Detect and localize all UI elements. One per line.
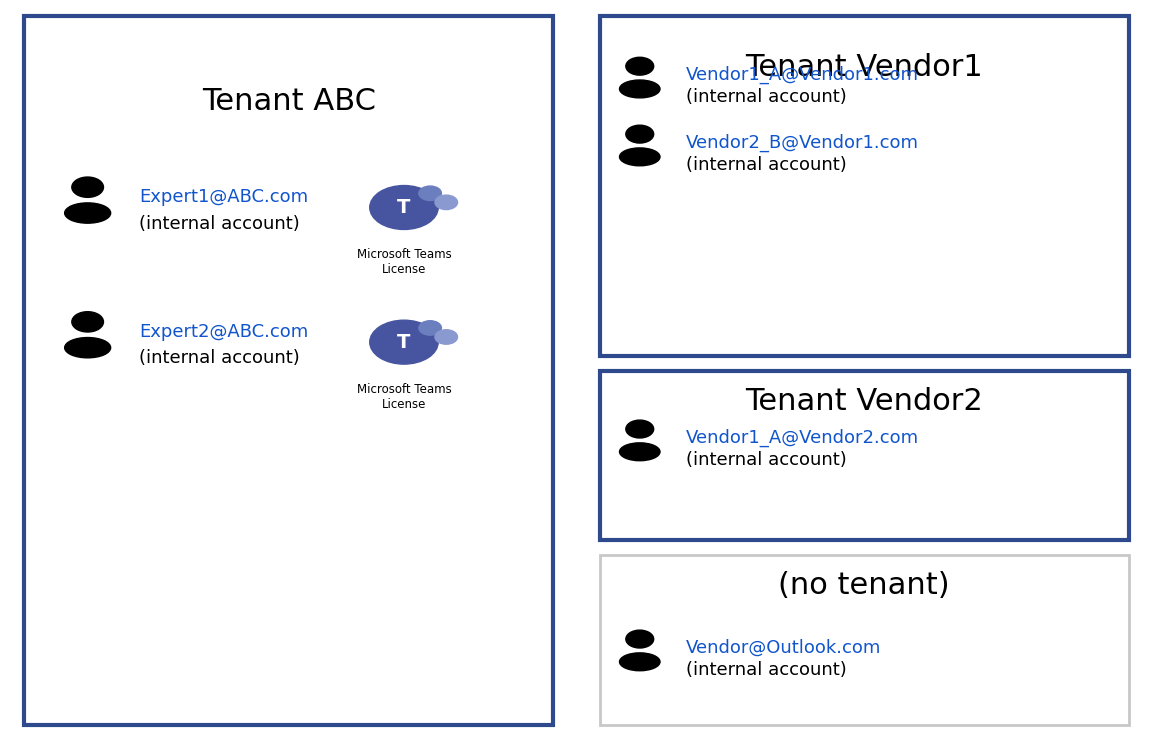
FancyBboxPatch shape (600, 555, 1129, 725)
FancyBboxPatch shape (600, 16, 1129, 356)
Text: Tenant ABC: Tenant ABC (202, 87, 376, 116)
Circle shape (626, 630, 654, 648)
Text: T: T (398, 198, 410, 217)
Ellipse shape (619, 443, 660, 461)
Text: Tenant Vendor1: Tenant Vendor1 (745, 53, 982, 82)
Text: T: T (398, 333, 410, 352)
Ellipse shape (619, 80, 660, 98)
Circle shape (419, 321, 442, 335)
Circle shape (626, 420, 654, 438)
FancyBboxPatch shape (600, 370, 1129, 540)
Text: Expert1@ABC.com: Expert1@ABC.com (140, 188, 309, 206)
Text: (internal account): (internal account) (686, 451, 846, 469)
Text: Microsoft Teams
License: Microsoft Teams License (356, 383, 451, 411)
Ellipse shape (619, 148, 660, 166)
Text: Tenant Vendor2: Tenant Vendor2 (745, 387, 982, 416)
Text: Vendor1_A@Vendor2.com: Vendor1_A@Vendor2.com (686, 429, 919, 447)
Text: (internal account): (internal account) (686, 156, 846, 174)
Text: (internal account): (internal account) (686, 88, 846, 107)
Circle shape (435, 330, 458, 345)
Circle shape (419, 186, 442, 201)
Circle shape (370, 320, 438, 364)
Circle shape (370, 185, 438, 230)
Text: Vendor@Outlook.com: Vendor@Outlook.com (686, 639, 881, 657)
Circle shape (71, 312, 104, 332)
Circle shape (626, 125, 654, 143)
Text: Vendor1_A@Vendor1.com: Vendor1_A@Vendor1.com (686, 66, 919, 84)
Text: (internal account): (internal account) (686, 661, 846, 679)
Text: (no tenant): (no tenant) (778, 571, 950, 600)
Text: Vendor2_B@Vendor1.com: Vendor2_B@Vendor1.com (686, 134, 919, 152)
Circle shape (626, 57, 654, 75)
Ellipse shape (65, 203, 111, 223)
FancyBboxPatch shape (24, 16, 553, 725)
Circle shape (71, 177, 104, 197)
Ellipse shape (619, 653, 660, 671)
Text: Microsoft Teams
License: Microsoft Teams License (356, 248, 451, 276)
Text: Expert2@ABC.com: Expert2@ABC.com (140, 323, 309, 341)
Text: (internal account): (internal account) (140, 215, 300, 233)
Text: (internal account): (internal account) (140, 350, 300, 368)
Circle shape (435, 195, 458, 210)
Ellipse shape (65, 338, 111, 358)
